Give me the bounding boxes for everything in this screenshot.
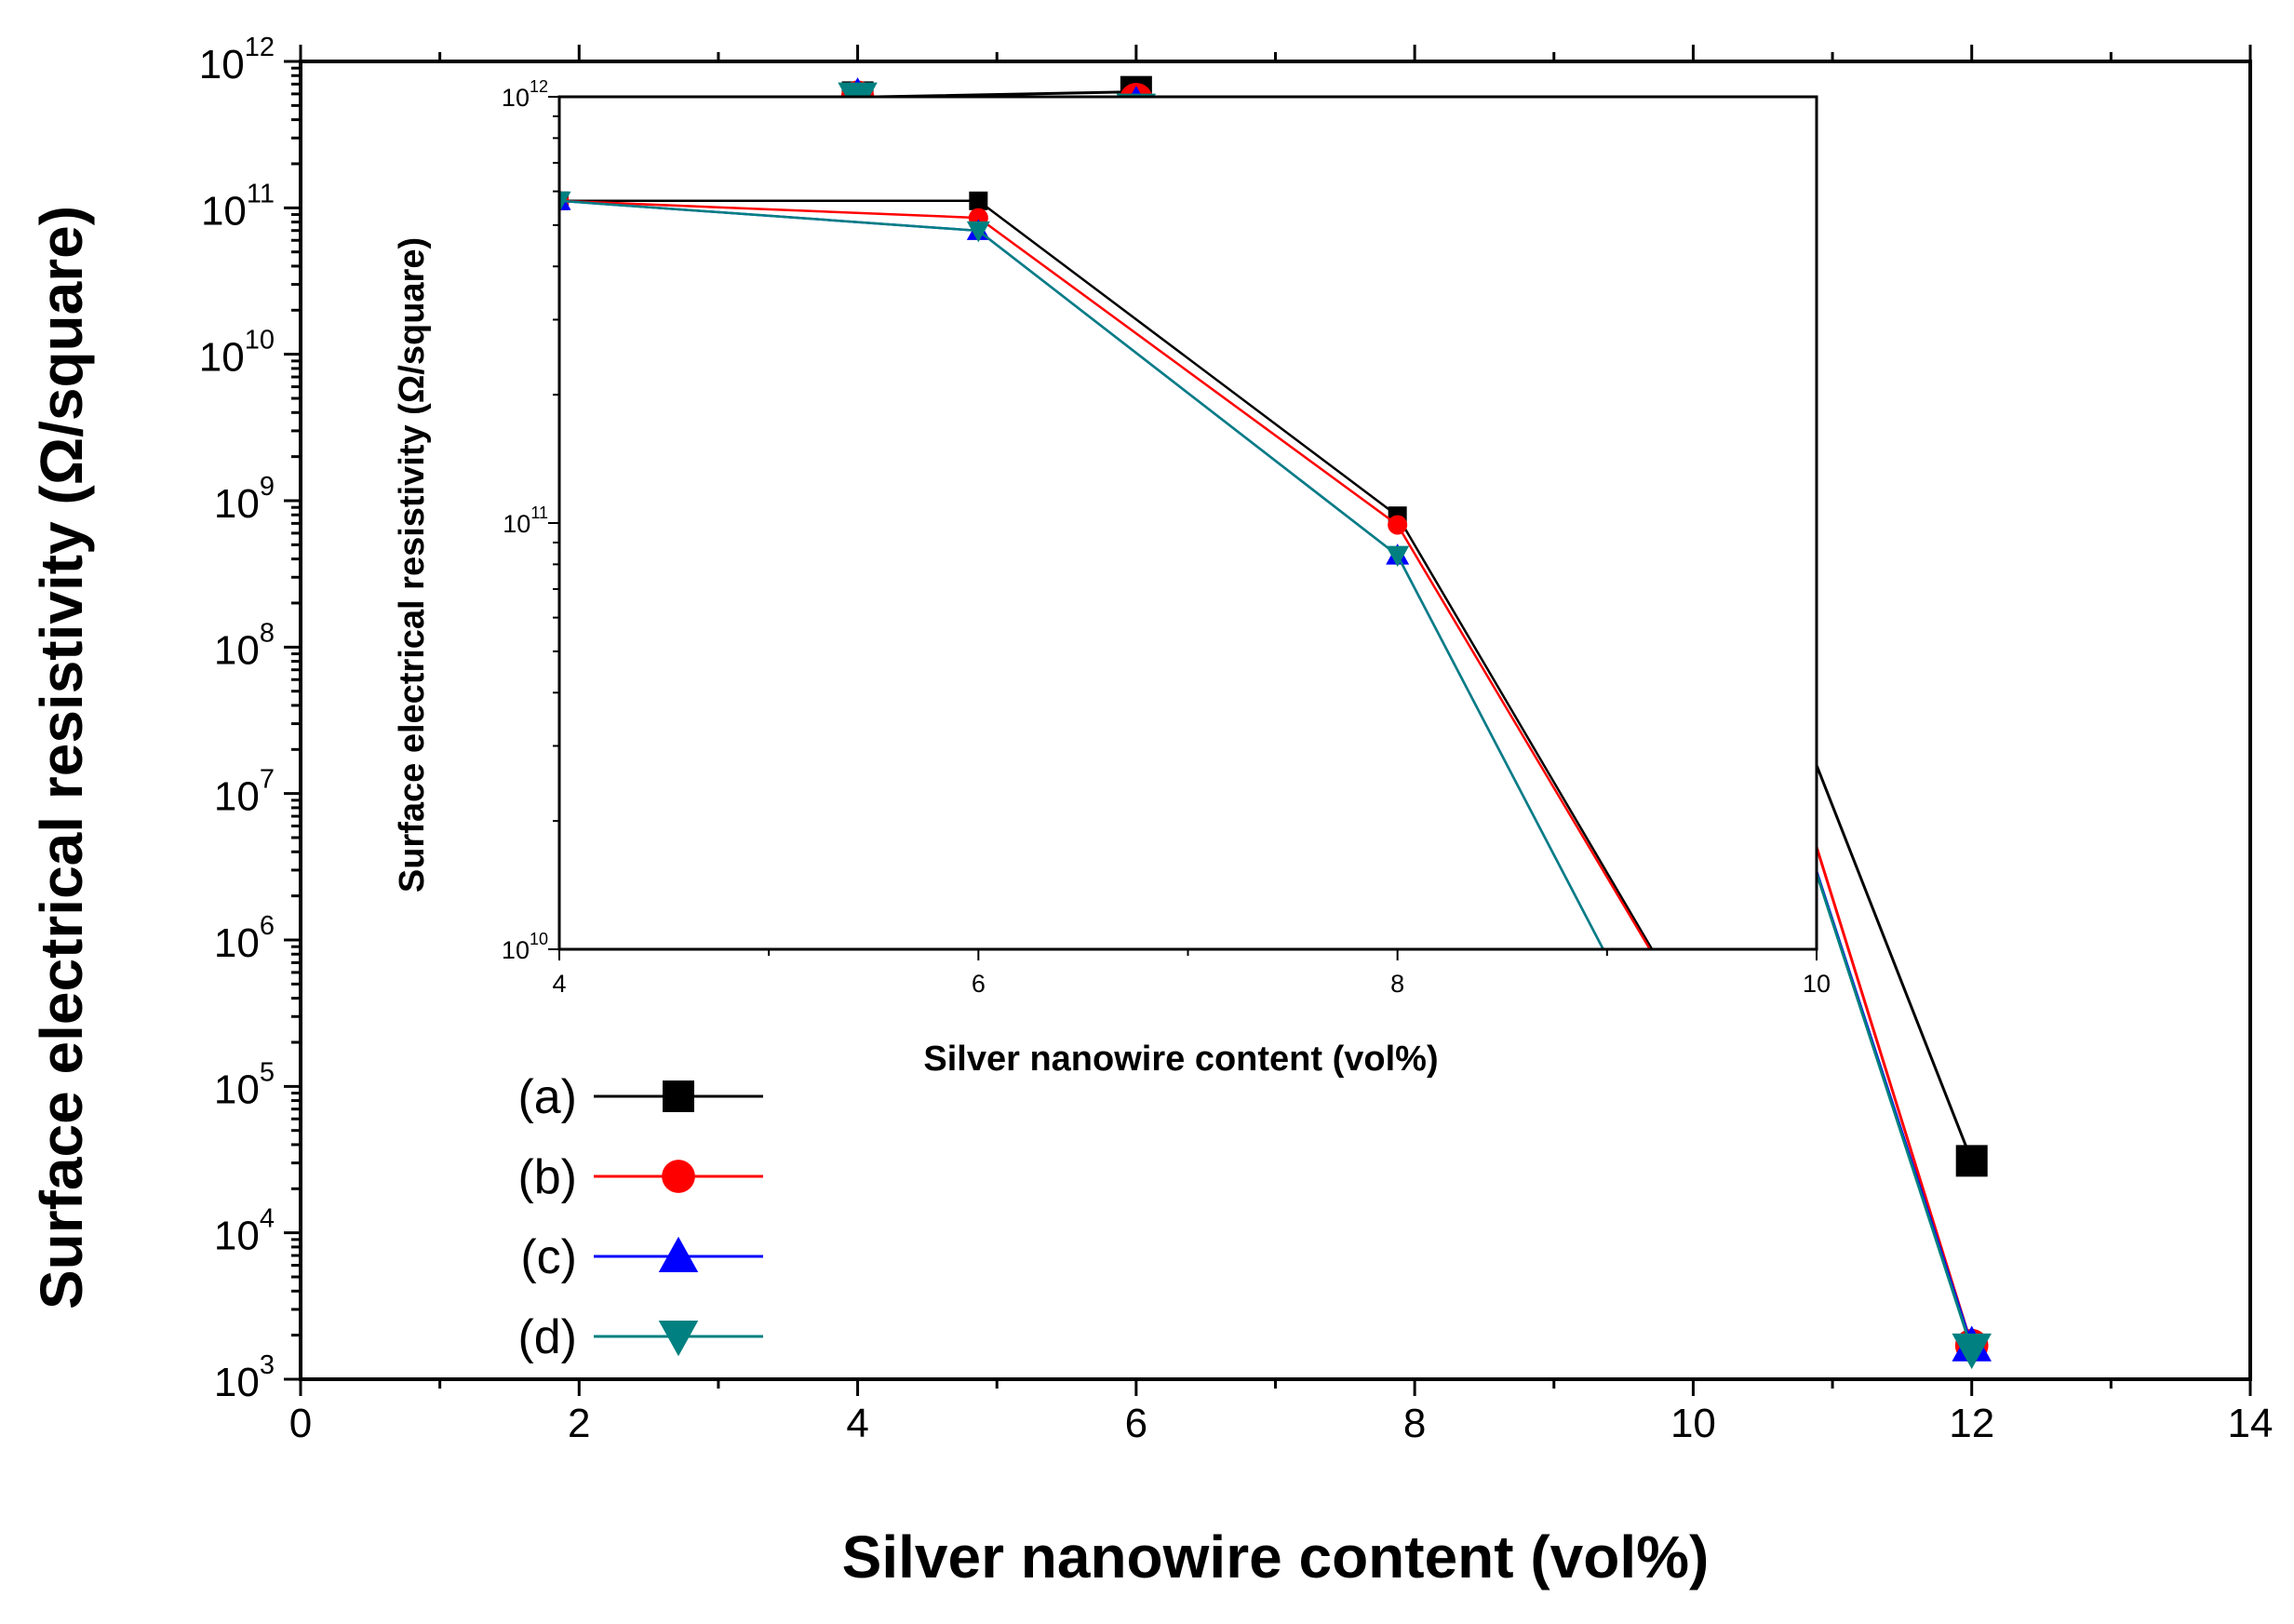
inset-x-axis-title: Silver nanowire content (vol%) bbox=[923, 1040, 1438, 1079]
inset-y-axis-title: Surface electrical resistivity (Ω/square… bbox=[393, 237, 432, 893]
main-x-tick-label-7: 14 bbox=[2228, 1401, 2274, 1446]
legend-item-1: (b) bbox=[517, 1150, 763, 1204]
main-y-tick-label-0: 103 bbox=[214, 1350, 275, 1405]
main-point-0-4 bbox=[1955, 1145, 1988, 1177]
main-x-tick-label-0: 0 bbox=[289, 1401, 312, 1446]
inset-series-line-3 bbox=[559, 199, 1605, 949]
main-y-tick-label-3: 106 bbox=[214, 911, 275, 966]
legend-label-2: (c) bbox=[520, 1230, 577, 1284]
legend: (a) (b) (c) (d) bbox=[517, 1070, 763, 1364]
legend-item-3: (d) bbox=[517, 1310, 763, 1364]
legend-item-0: (a) bbox=[517, 1070, 763, 1124]
main-y-tick-label-1: 104 bbox=[214, 1204, 275, 1259]
inset-y-tick-label-2: 1012 bbox=[502, 77, 548, 112]
inset-point-3-0 bbox=[559, 191, 571, 213]
legend-item-2: (c) bbox=[520, 1230, 763, 1284]
main-y-tick-label-7: 1010 bbox=[199, 326, 275, 381]
main-x-tick-label-6: 12 bbox=[1949, 1401, 1994, 1446]
inset-y-tick-label-0: 1010 bbox=[502, 930, 548, 964]
main-y-tick-label-9: 1012 bbox=[199, 33, 275, 87]
legend-marker-2 bbox=[658, 1236, 699, 1272]
inset-y-tick-label-1: 1011 bbox=[503, 503, 548, 538]
main-x-tick-label-3: 6 bbox=[1125, 1401, 1147, 1446]
main-y-tick-label-8: 1011 bbox=[201, 179, 275, 234]
main-y-axis-title: Surface electrical resistivity (Ω/square… bbox=[28, 206, 95, 1309]
main-y-ticks: 103 104 105 106 107 108 109 1010 1011 1012 bbox=[199, 33, 301, 1405]
main-x-ticks: 0 2 4 6 8 10 12 14 bbox=[289, 45, 2274, 1446]
main-y-tick-label-6: 109 bbox=[214, 472, 275, 527]
main-x-tick-label-2: 4 bbox=[846, 1401, 868, 1446]
inset-point-3-3 bbox=[1805, 1349, 1829, 1370]
main-y-tick-label-4: 107 bbox=[214, 765, 275, 820]
inset-x-ticks: 4 6 8 10 bbox=[552, 949, 1831, 998]
inset-series-3 bbox=[559, 191, 1829, 1370]
legend-label-3: (d) bbox=[517, 1310, 577, 1364]
main-y-tick-label-5: 108 bbox=[214, 618, 275, 673]
inset-point-1-3 bbox=[1807, 1220, 1827, 1240]
inset-x-tick-label-0: 4 bbox=[552, 970, 566, 998]
main-x-tick-label-4: 8 bbox=[1403, 1401, 1426, 1446]
main-x-tick-label-1: 2 bbox=[568, 1401, 590, 1446]
main-x-tick-label-5: 10 bbox=[1670, 1401, 1716, 1446]
inset-point-3-1 bbox=[966, 221, 990, 243]
inset-x-tick-label-2: 8 bbox=[1390, 970, 1404, 998]
inset-background bbox=[559, 97, 1817, 949]
inset-x-tick-label-3: 10 bbox=[1803, 970, 1831, 998]
legend-label-1: (b) bbox=[517, 1150, 577, 1204]
inset-point-1-2 bbox=[1388, 515, 1408, 535]
legend-label-0: (a) bbox=[517, 1070, 577, 1124]
legend-marker-3 bbox=[658, 1321, 699, 1357]
main-y-tick-label-2: 105 bbox=[214, 1057, 275, 1112]
inset-y-ticks: 1010 1011 1012 bbox=[502, 77, 559, 964]
inset-x-tick-label-1: 6 bbox=[972, 970, 986, 998]
legend-marker-0 bbox=[663, 1080, 694, 1112]
inset-plot: 4 6 8 10 1010 1011 1012 Silver nanowire conte… bbox=[393, 77, 1831, 1370]
inset-point-2-3 bbox=[1805, 1347, 1829, 1368]
inset-point-0-1 bbox=[969, 191, 988, 210]
inset-point-0-3 bbox=[1807, 1220, 1826, 1239]
inset-series-line-1 bbox=[559, 199, 1652, 949]
main-point-3-4 bbox=[1952, 1333, 1992, 1370]
inset-series-group bbox=[559, 189, 1829, 1370]
inset-series-line-0 bbox=[559, 199, 1654, 949]
legend-marker-1 bbox=[662, 1160, 695, 1193]
main-x-axis-title: Silver nanowire content (vol%) bbox=[842, 1523, 1710, 1590]
inset-point-3-2 bbox=[1386, 545, 1410, 568]
